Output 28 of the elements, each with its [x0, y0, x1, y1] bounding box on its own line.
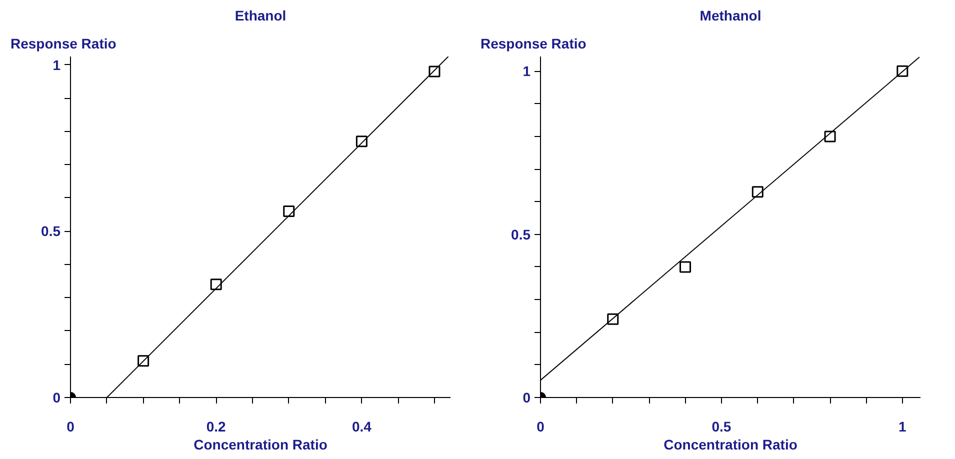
- point: [356, 136, 368, 148]
- chart-title: Methanol: [700, 8, 762, 24]
- y-axis-title: Response Ratio: [10, 36, 116, 52]
- y-tick-label: 0: [522, 390, 531, 406]
- point: [428, 66, 440, 78]
- point: [752, 186, 764, 198]
- x-tick-label: 0.4: [352, 418, 372, 434]
- x-tick-label: 0: [536, 418, 545, 434]
- point: [138, 355, 150, 367]
- point: [896, 65, 908, 77]
- x-tick-label: 0.5: [712, 418, 732, 434]
- chart-title: Ethanol: [234, 8, 286, 24]
- x-tick-label: 0.2: [206, 418, 226, 434]
- x-tick-label: 0: [66, 418, 75, 434]
- point: [210, 278, 222, 290]
- y-tick-label: 0.5: [511, 226, 531, 242]
- point: [607, 313, 619, 325]
- y-tick-label: 1: [522, 63, 531, 80]
- y-tick-label: 0.5: [41, 223, 61, 240]
- x-tick-label: 1: [898, 418, 907, 434]
- y-tick-label: 1: [52, 56, 61, 73]
- x-axis-title: Concentration Ratio: [664, 436, 798, 452]
- y-tick-label: 0: [52, 390, 61, 406]
- y-axis-title: Response Ratio: [480, 36, 586, 52]
- point: [680, 261, 692, 273]
- point: [824, 130, 836, 142]
- point: [283, 205, 295, 217]
- x-axis-title: Concentration Ratio: [194, 436, 328, 452]
